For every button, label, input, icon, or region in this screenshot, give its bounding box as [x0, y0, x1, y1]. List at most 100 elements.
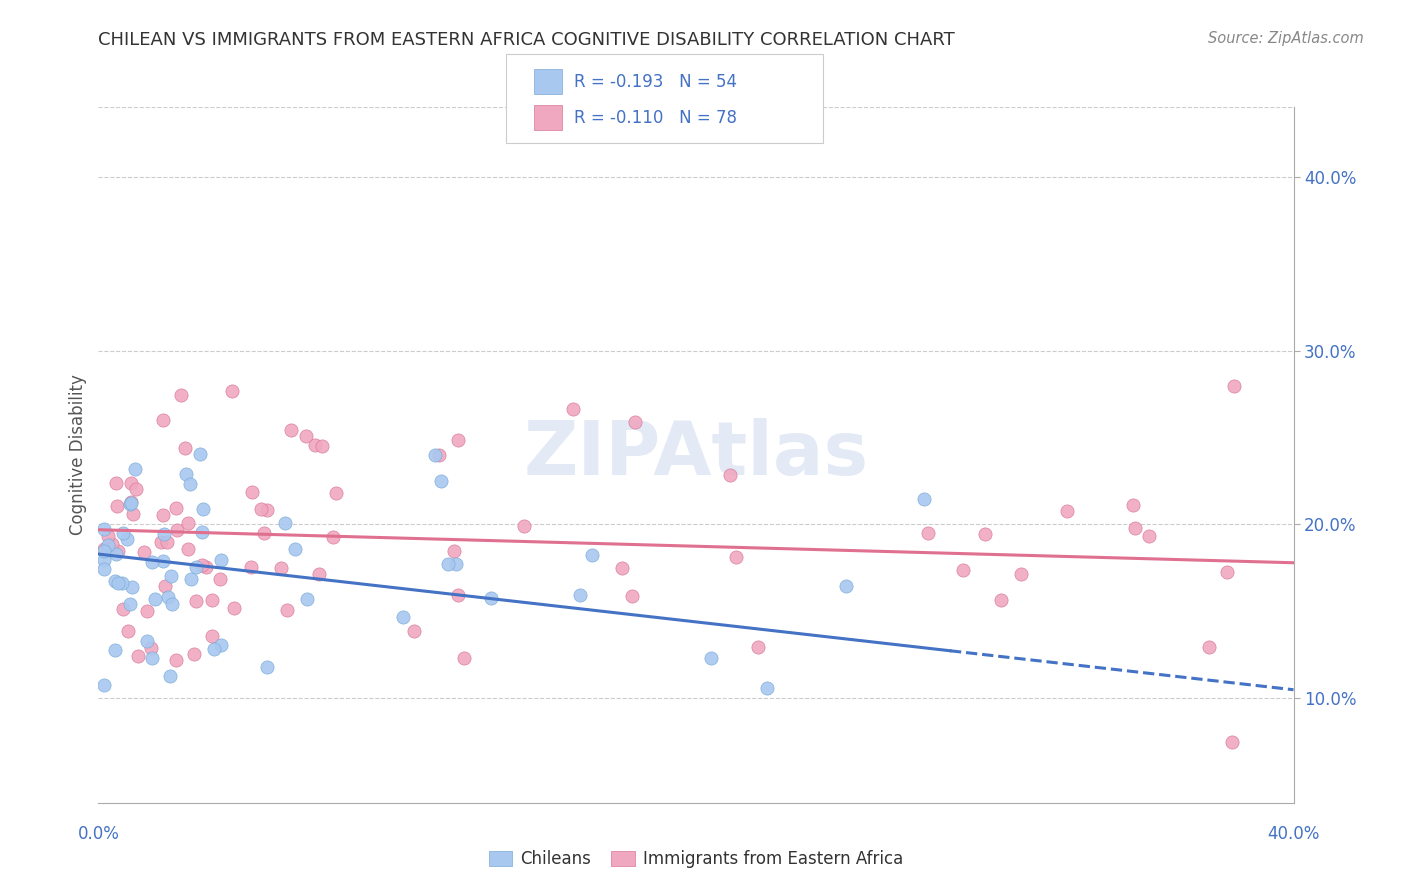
Point: [153, 579, 176, 593]
Text: R = -0.110   N = 78: R = -0.110 N = 78: [574, 109, 737, 127]
Point: [104, 475, 127, 490]
Point: [917, 525, 939, 540]
Point: [191, 558, 214, 572]
Point: [270, 560, 292, 574]
Point: [1010, 567, 1032, 582]
Point: [402, 624, 425, 639]
Point: [111, 575, 134, 590]
Point: [157, 591, 180, 605]
Point: [1215, 565, 1237, 579]
Point: [104, 643, 127, 657]
Point: [111, 602, 134, 616]
Point: [117, 624, 139, 638]
Point: [141, 651, 163, 665]
Point: [610, 561, 633, 575]
Point: [208, 572, 231, 586]
Y-axis label: Cognitive Disability: Cognitive Disability: [69, 375, 87, 535]
Point: [152, 526, 174, 541]
Point: [311, 439, 333, 453]
Point: [121, 580, 143, 594]
Point: [253, 526, 276, 541]
Point: [160, 597, 183, 611]
Point: [276, 602, 298, 616]
Point: [97, 538, 120, 552]
Point: [835, 579, 858, 593]
Point: [623, 415, 645, 429]
Point: [201, 593, 224, 607]
Text: 0.0%: 0.0%: [77, 825, 120, 843]
Point: [1223, 379, 1246, 393]
Point: [1198, 640, 1220, 654]
Point: [152, 413, 174, 427]
Point: [120, 475, 142, 490]
Text: Source: ZipAtlas.com: Source: ZipAtlas.com: [1208, 31, 1364, 46]
Point: [152, 508, 174, 523]
Point: [280, 424, 302, 438]
Point: [561, 402, 583, 417]
Point: [912, 492, 935, 507]
Point: [166, 524, 188, 538]
Point: [122, 507, 145, 521]
Point: [952, 563, 974, 577]
Point: [118, 497, 141, 511]
Text: ZIPAtlas: ZIPAtlas: [523, 418, 869, 491]
Point: [581, 548, 603, 562]
Point: [174, 441, 197, 455]
Point: [165, 653, 187, 667]
Point: [620, 589, 643, 603]
Point: [453, 650, 475, 665]
Point: [725, 549, 748, 564]
Point: [152, 554, 174, 568]
Point: [568, 588, 591, 602]
Point: [190, 525, 212, 540]
Point: [124, 462, 146, 476]
Text: 40.0%: 40.0%: [1267, 825, 1320, 843]
Point: [209, 553, 232, 567]
Point: [973, 527, 995, 541]
Point: [93, 678, 115, 692]
Point: [325, 486, 347, 500]
Point: [990, 593, 1012, 607]
Point: [127, 648, 149, 663]
Point: [430, 475, 453, 489]
Point: [1123, 521, 1146, 535]
Point: [249, 501, 271, 516]
Point: [101, 537, 124, 551]
Point: [188, 447, 211, 461]
Point: [177, 516, 200, 531]
Point: [1137, 528, 1160, 542]
Point: [120, 495, 142, 509]
Point: [221, 384, 243, 398]
Point: [93, 522, 115, 536]
Point: [443, 543, 465, 558]
Point: [204, 642, 226, 657]
Point: [747, 640, 769, 654]
Point: [1056, 503, 1078, 517]
Point: [479, 591, 502, 606]
Point: [447, 433, 470, 447]
Point: [120, 495, 142, 509]
Point: [256, 660, 278, 674]
Point: [186, 560, 208, 574]
Point: [195, 559, 218, 574]
Point: [156, 535, 179, 549]
Point: [429, 448, 451, 462]
Point: [718, 468, 741, 483]
Point: [104, 574, 127, 589]
Point: [176, 467, 198, 481]
Point: [136, 605, 159, 619]
Point: [284, 541, 307, 556]
Point: [134, 545, 156, 559]
Point: [150, 534, 173, 549]
Point: [222, 601, 245, 615]
Point: [179, 477, 201, 491]
Point: [93, 541, 115, 556]
Point: [165, 500, 187, 515]
Point: [700, 651, 723, 665]
Point: [143, 591, 166, 606]
Point: [444, 557, 467, 571]
Point: [135, 634, 157, 648]
Point: [93, 562, 115, 576]
Point: [104, 547, 127, 561]
Point: [513, 518, 536, 533]
